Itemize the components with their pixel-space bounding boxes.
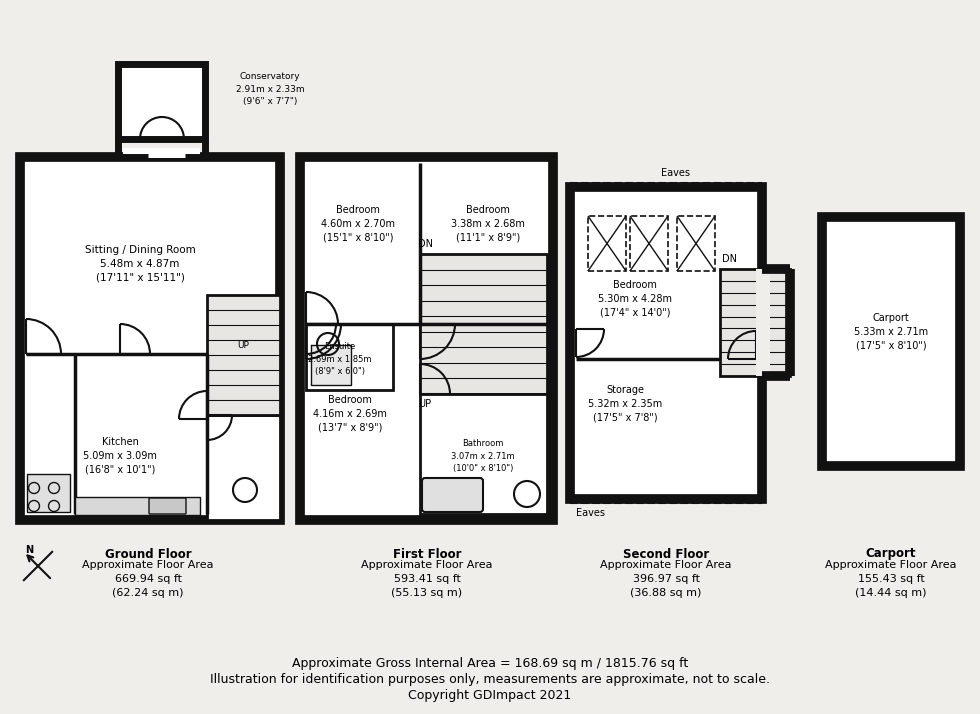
Bar [822, 217, 960, 466]
Text: UP: UP [418, 399, 431, 409]
Bar [306, 324, 393, 390]
Bar [123, 148, 200, 158]
Text: First Floor: First Floor [393, 548, 462, 560]
Text: Conservatory
2.91m x 2.33m
(9'6" x 7'7"): Conservatory 2.91m x 2.33m (9'6" x 7'7") [235, 72, 305, 106]
Bar [588, 216, 626, 271]
Text: Carport: Carport [865, 548, 916, 560]
Text: Approximate Floor Area
155.43 sq ft
(14.44 sq m): Approximate Floor Area 155.43 sq ft (14.… [825, 560, 956, 598]
Text: Eaves: Eaves [575, 508, 605, 518]
Text: DN: DN [722, 254, 737, 264]
Text: UP: UP [237, 341, 249, 349]
Text: Illustration for identification purposes only, measurements are approximate, not: Illustration for identification purposes… [210, 673, 770, 686]
Text: Approximate Gross Internal Area = 168.69 sq m / 1815.76 sq ft: Approximate Gross Internal Area = 168.69… [292, 658, 688, 670]
Bar [207, 295, 280, 415]
Text: Bedroom
4.60m x 2.70m
(15'1" x 8'10"): Bedroom 4.60m x 2.70m (15'1" x 8'10") [321, 206, 395, 243]
FancyBboxPatch shape [422, 478, 483, 512]
Text: Bedroom
4.16m x 2.69m
(13'7" x 8'9"): Bedroom 4.16m x 2.69m (13'7" x 8'9") [313, 396, 387, 433]
Text: Bedroom
5.30m x 4.28m
(17'4" x 14'0"): Bedroom 5.30m x 4.28m (17'4" x 14'0") [598, 281, 672, 318]
Text: Approximate Floor Area
593.41 sq ft
(55.13 sq m): Approximate Floor Area 593.41 sq ft (55.… [362, 560, 493, 598]
Text: Storage
5.32m x 2.35m
(17'5" x 7'8"): Storage 5.32m x 2.35m (17'5" x 7'8") [588, 386, 662, 423]
Bar [720, 269, 790, 376]
Text: Ensuite
2.69m x 1.85m
(8'9" x 6'0"): Ensuite 2.69m x 1.85m (8'9" x 6'0") [309, 342, 371, 376]
Bar [630, 216, 668, 271]
Text: Eaves: Eaves [661, 168, 690, 178]
FancyBboxPatch shape [149, 498, 186, 514]
Bar [420, 394, 547, 514]
Text: Ground Floor: Ground Floor [105, 548, 191, 560]
Bar [311, 345, 351, 385]
Bar [20, 157, 280, 520]
Text: Sitting / Dining Room
5.48m x 4.87m
(17'11" x 15'11"): Sitting / Dining Room 5.48m x 4.87m (17'… [84, 246, 195, 283]
Text: Bathroom
3.07m x 2.71m
(10'0" x 8'10"): Bathroom 3.07m x 2.71m (10'0" x 8'10") [451, 439, 514, 473]
Bar [27, 474, 70, 512]
Bar [300, 157, 553, 520]
Bar [756, 269, 770, 376]
Text: Second Floor: Second Floor [623, 548, 710, 560]
Text: Approximate Floor Area
669.94 sq ft
(62.24 sq m): Approximate Floor Area 669.94 sq ft (62.… [82, 560, 214, 598]
Bar [420, 254, 547, 394]
Bar [207, 415, 280, 520]
Text: Kitchen
5.09m x 3.09m
(16'8" x 10'1"): Kitchen 5.09m x 3.09m (16'8" x 10'1") [83, 438, 157, 475]
Text: N: N [24, 545, 33, 555]
Bar [677, 216, 715, 271]
Text: Bedroom
3.38m x 2.68m
(11'1" x 8'9"): Bedroom 3.38m x 2.68m (11'1" x 8'9") [451, 206, 525, 243]
Bar [75, 497, 200, 515]
Text: Approximate Floor Area
396.97 sq ft
(36.88 sq m): Approximate Floor Area 396.97 sq ft (36.… [600, 560, 732, 598]
Text: Copyright GDImpact 2021: Copyright GDImpact 2021 [409, 690, 571, 703]
Bar [570, 187, 762, 499]
Text: Carport
5.33m x 2.71m
(17'5" x 8'10"): Carport 5.33m x 2.71m (17'5" x 8'10") [854, 313, 928, 351]
Bar [118, 64, 205, 139]
Text: DN: DN [418, 239, 433, 249]
